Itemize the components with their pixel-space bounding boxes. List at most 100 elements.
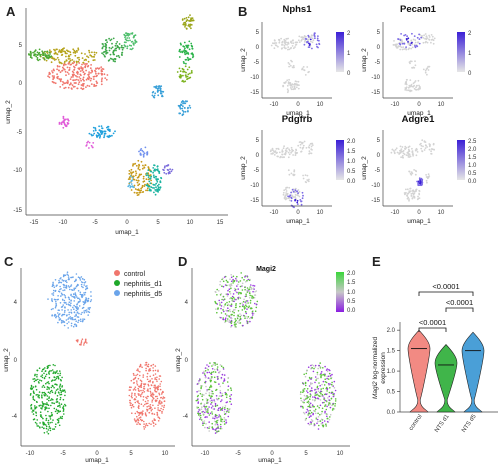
- cell-point: [54, 372, 57, 374]
- cell-point: [86, 309, 88, 311]
- panel-c-xtick: 0: [95, 451, 99, 457]
- cell-point: [70, 293, 72, 296]
- cell-point: [187, 44, 190, 47]
- cell-point: [246, 308, 248, 310]
- feature-plot-title: Pdgfrb: [282, 114, 313, 125]
- cell-point: [220, 293, 223, 295]
- cell-point: [95, 51, 98, 54]
- cell-point: [289, 41, 292, 43]
- cell-point: [104, 132, 107, 135]
- cell-point: [311, 406, 313, 409]
- cell-point: [98, 136, 101, 139]
- cell-point: [141, 167, 144, 170]
- cell-point: [317, 397, 319, 400]
- grey-cells: [403, 187, 415, 202]
- cell-point: [141, 391, 144, 394]
- cell-point: [67, 278, 70, 281]
- cell-point: [236, 275, 238, 278]
- cell-point: [77, 284, 79, 286]
- panel-a-ytick: -15: [13, 208, 22, 214]
- cell-point: [310, 377, 313, 379]
- cell-point: [181, 109, 184, 112]
- cell-point: [232, 278, 234, 281]
- cell-point: [145, 361, 148, 364]
- cell-point: [223, 310, 225, 313]
- cell-point: [287, 42, 290, 45]
- cell-point: [222, 295, 225, 298]
- cell-point: [408, 170, 411, 173]
- cell-point: [47, 421, 49, 424]
- cell-point: [65, 287, 68, 289]
- cell-point: [317, 416, 320, 418]
- cell-point: [48, 71, 51, 74]
- cell-point: [186, 46, 189, 48]
- cell-point: [83, 282, 86, 284]
- cell-point: [136, 423, 138, 426]
- cell-point: [47, 364, 50, 367]
- cell-point: [48, 371, 50, 373]
- cell-point: [291, 148, 293, 151]
- cell-point: [64, 63, 67, 66]
- cell-point: [73, 311, 76, 314]
- cell-point: [68, 297, 70, 299]
- cell-point: [53, 386, 55, 389]
- cell-point: [64, 274, 67, 277]
- cell-point: [42, 423, 45, 426]
- ytick-label: 0.5: [387, 390, 396, 396]
- cell-point: [319, 362, 322, 364]
- cell-point: [84, 53, 86, 55]
- cell-point: [316, 422, 318, 425]
- cell-point: [248, 279, 251, 282]
- cell-point: [106, 126, 108, 129]
- cell-point: [79, 77, 82, 80]
- cell-point: [309, 38, 312, 41]
- cell-point: [55, 423, 57, 426]
- cell-point: [214, 432, 217, 434]
- feature-plot-xlabel: umap_1: [286, 218, 310, 225]
- cell-point: [101, 68, 104, 70]
- cell-point: [137, 393, 139, 395]
- cell-point: [68, 68, 71, 71]
- cell-point: [216, 376, 219, 378]
- cell-point: [187, 77, 189, 80]
- feature-plot-ytick: -10: [250, 75, 259, 81]
- cell-point: [127, 178, 130, 181]
- cell-point: [328, 418, 331, 421]
- feature-plot-pdgfrb: Pdgfrb-10 0 1050-5-10-15umap_1umap_22.01.5…: [240, 114, 356, 225]
- panel-label-d: D: [178, 254, 187, 269]
- cell-point: [73, 85, 76, 88]
- cell-point: [204, 411, 206, 414]
- cell-point: [212, 364, 214, 366]
- cell-point: [323, 398, 325, 401]
- cell-point: [131, 47, 134, 50]
- cell-point: [135, 192, 138, 194]
- cell-point: [66, 49, 68, 52]
- cell-point: [162, 168, 165, 171]
- cell-point: [36, 57, 39, 59]
- cell-point: [184, 53, 187, 56]
- cell-point: [223, 423, 226, 425]
- feature-plot-colorbar-tick: 2.0: [347, 139, 356, 145]
- cell-point: [142, 399, 145, 401]
- cell-point: [310, 152, 313, 155]
- cell-point: [52, 364, 55, 366]
- cell-point: [220, 301, 223, 304]
- cell-point: [140, 380, 143, 383]
- cell-point: [74, 315, 76, 318]
- cell-point: [56, 400, 59, 403]
- cell-point: [229, 291, 231, 293]
- cell-point: [61, 415, 64, 418]
- cluster: [138, 146, 149, 158]
- cell-point: [135, 420, 137, 423]
- cell-point: [30, 386, 33, 388]
- cell-point: [160, 176, 162, 179]
- cell-point: [311, 37, 314, 40]
- cell-point: [277, 147, 279, 150]
- cell-point: [277, 45, 279, 48]
- cell-point: [310, 411, 313, 414]
- cell-point: [72, 51, 75, 54]
- cell-point: [156, 395, 158, 398]
- cell-point: [185, 20, 188, 23]
- cell-point: [92, 126, 95, 129]
- cell-point: [133, 382, 135, 384]
